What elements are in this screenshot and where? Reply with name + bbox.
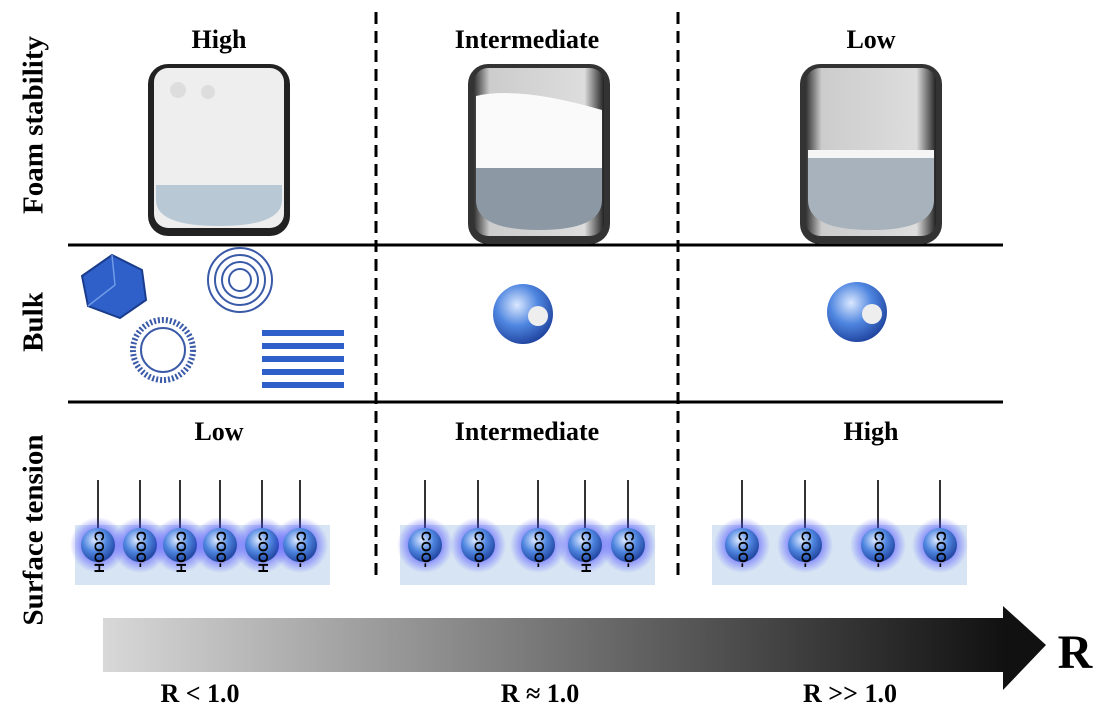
head xyxy=(788,528,822,562)
head xyxy=(408,528,442,562)
head xyxy=(461,528,495,562)
foam-level: High xyxy=(192,25,247,54)
axis-tick: R >> 1.0 xyxy=(803,679,897,708)
vial-high xyxy=(148,64,290,236)
tension-level: High xyxy=(844,417,899,446)
headgroup-label: COO- xyxy=(621,531,637,568)
head xyxy=(81,528,115,562)
headgroup-label: COO- xyxy=(798,531,814,568)
headgroup-label: COO- xyxy=(418,531,434,568)
foam-level: Intermediate xyxy=(455,25,599,54)
head xyxy=(203,528,237,562)
head xyxy=(611,528,645,562)
headgroup-label: COO- xyxy=(213,531,229,568)
head xyxy=(283,528,317,562)
headgroups: COOH COO- COOH COO- COOH COO- COO- COO- COO- COOH… xyxy=(70,480,968,573)
axis-tick: R < 1.0 xyxy=(160,679,239,708)
headgroup-label: COOH xyxy=(255,531,271,573)
tension-level: Low xyxy=(194,417,243,446)
head xyxy=(245,528,279,562)
axis-tick: R ≈ 1.0 xyxy=(501,679,580,708)
headgroup-label: COO- xyxy=(133,531,149,568)
headgroup-label: COOH xyxy=(173,531,189,573)
head xyxy=(861,528,895,562)
axis-label: R xyxy=(1058,626,1094,679)
row-label: Bulk xyxy=(18,291,50,352)
head xyxy=(163,528,197,562)
bulk-structures xyxy=(80,247,887,388)
headgroup-label: COOH xyxy=(91,531,107,573)
headgroup-label: COO- xyxy=(293,531,309,568)
headgroup-label: COO- xyxy=(871,531,887,568)
r-arrow xyxy=(103,606,1046,690)
separators xyxy=(68,12,1003,582)
headgroup-label: COO- xyxy=(735,531,751,568)
row-label: Foam stability xyxy=(18,35,50,214)
headgroup-label: COO- xyxy=(933,531,949,568)
vial-low xyxy=(800,64,942,244)
vial-intermediate xyxy=(468,64,610,244)
headgroup-label: COO- xyxy=(531,531,547,568)
headgroup-label: COOH xyxy=(578,531,594,573)
head xyxy=(568,528,602,562)
head xyxy=(725,528,759,562)
head xyxy=(123,528,157,562)
foam-level: Low xyxy=(846,25,895,54)
head xyxy=(521,528,555,562)
headgroup-label: COO- xyxy=(471,531,487,568)
tension-level: Intermediate xyxy=(455,417,599,446)
row-label: Surface tension xyxy=(18,435,50,626)
head xyxy=(923,528,957,562)
